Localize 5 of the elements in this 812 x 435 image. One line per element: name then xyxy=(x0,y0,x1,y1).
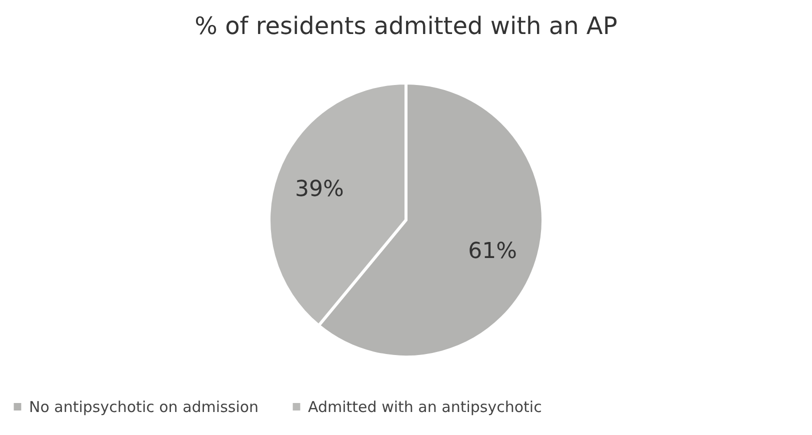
legend-label: No antipsychotic on admission xyxy=(29,398,259,416)
legend-label: Admitted with an antipsychotic xyxy=(308,398,542,416)
data-label: 39% xyxy=(294,176,344,202)
data-label: 61% xyxy=(468,239,518,264)
chart-title: % of residents admitted with an AP xyxy=(194,12,618,40)
